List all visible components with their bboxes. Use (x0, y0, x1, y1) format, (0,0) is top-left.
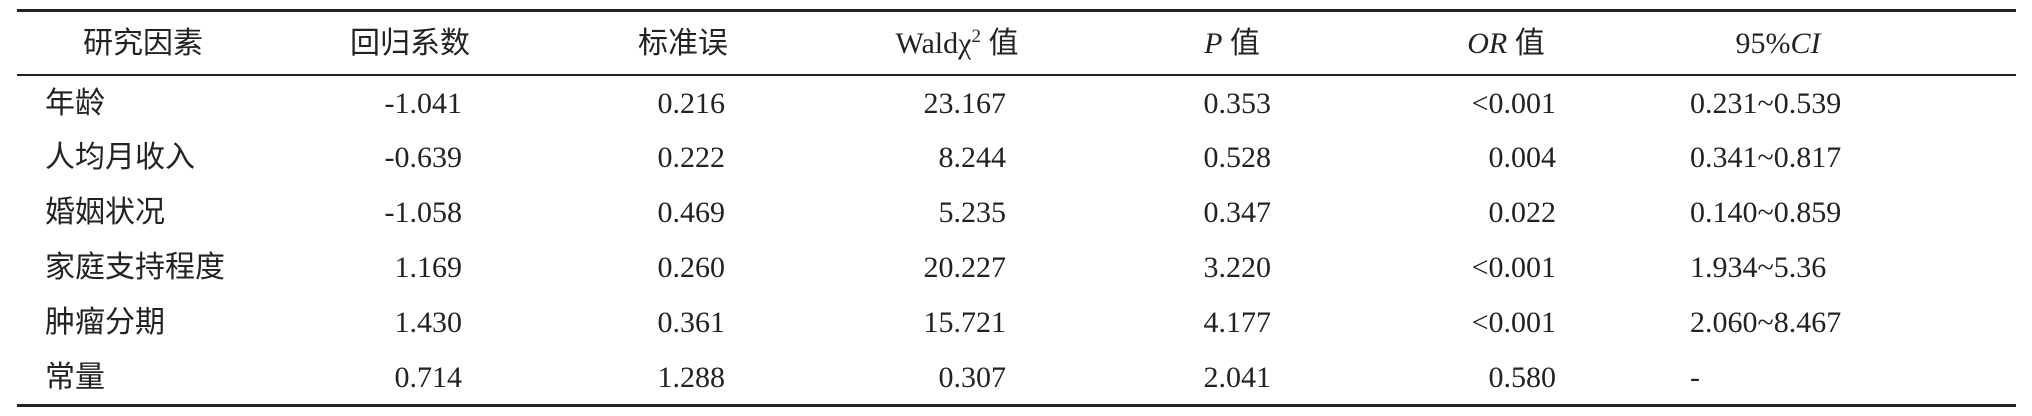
header-text: 值 (1507, 27, 1545, 60)
cell-value: 0.347 (1203, 196, 1272, 229)
cell-value: 0.528 (1203, 141, 1272, 174)
row-label: 肿瘤分期 (45, 306, 165, 339)
cell-value: <0.001 (1471, 87, 1556, 120)
cell-value: 15.721 (923, 306, 1007, 339)
header-text: 研究因素 (83, 27, 203, 60)
cell-value: 23.167 (923, 87, 1007, 120)
header-cell: 研究因素 (83, 24, 203, 64)
cell-value: 0.216 (657, 87, 726, 120)
header-text: Waldχ (895, 27, 972, 60)
cell-value: 4.177 (1203, 306, 1272, 339)
header-text: 95% (1735, 27, 1791, 60)
cell-value: - (1690, 361, 1700, 394)
header-cell: 95%CI (1736, 24, 1821, 64)
row-label: 人均月收入 (45, 141, 195, 174)
cell-value: -0.639 (384, 141, 463, 174)
cell-value: 0.004 (1488, 141, 1557, 174)
cell-value: 0.222 (657, 141, 726, 174)
header-text: OR (1467, 27, 1508, 60)
cell-value: <0.001 (1471, 251, 1556, 284)
cell-value: 2.041 (1203, 361, 1272, 394)
cell-value: 1.934~5.36 (1690, 251, 1827, 284)
cell-value: 0.140~0.859 (1690, 196, 1842, 229)
top-rule (17, 9, 2016, 12)
cell-value: 1.169 (394, 251, 463, 284)
header-text: 标准误 (638, 27, 728, 60)
header-cell: 回归系数 (350, 24, 470, 64)
cell-value: <0.001 (1471, 306, 1556, 339)
cell-value: -1.041 (384, 87, 463, 120)
cell-value: 1.288 (657, 361, 726, 394)
header-text: 值 (1222, 27, 1260, 60)
cell-value: 5.235 (938, 196, 1007, 229)
row-label: 家庭支持程度 (45, 251, 225, 284)
cell-value: 0.361 (657, 306, 726, 339)
cell-value: 0.231~0.539 (1690, 87, 1842, 120)
row-label: 年龄 (45, 87, 105, 120)
row-label: 常量 (45, 361, 105, 394)
row-label: 婚姻状况 (45, 196, 165, 229)
cell-value: 0.353 (1203, 87, 1272, 120)
header-text: 2 (971, 26, 981, 47)
header-cell: P 值 (1204, 24, 1260, 64)
cell-value: 1.430 (394, 306, 463, 339)
header-text: 回归系数 (350, 27, 470, 60)
cell-value: 8.244 (938, 141, 1007, 174)
cell-value: 3.220 (1203, 251, 1272, 284)
cell-value: 0.714 (394, 361, 463, 394)
cell-value: 0.307 (938, 361, 1007, 394)
header-text: 值 (980, 27, 1019, 60)
bottom-rule (17, 404, 2016, 407)
cell-value: 0.341~0.817 (1690, 141, 1842, 174)
header-text: CI (1790, 27, 1821, 60)
cell-value: 2.060~8.467 (1690, 306, 1842, 339)
cell-value: 0.260 (657, 251, 726, 284)
cell-value: 0.580 (1488, 361, 1557, 394)
cell-value: 20.227 (923, 251, 1007, 284)
header-cell: 标准误 (638, 24, 728, 64)
header-cell: Waldχ2 值 (896, 24, 1019, 64)
header-cell: OR 值 (1467, 24, 1545, 64)
cell-value: 0.469 (657, 196, 726, 229)
header-rule (17, 74, 2016, 76)
cell-value: -1.058 (384, 196, 463, 229)
cell-value: 0.022 (1488, 196, 1557, 229)
header-text: P (1204, 27, 1223, 60)
